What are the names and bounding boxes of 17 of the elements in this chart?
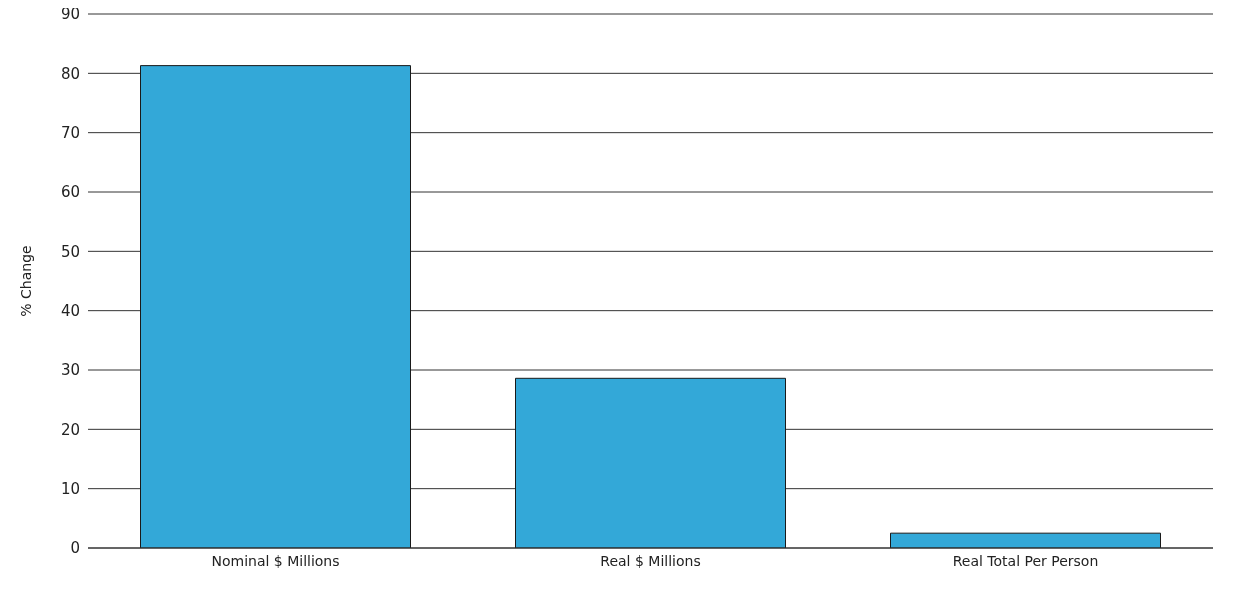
y-tick-label: 20: [60, 420, 80, 439]
y-tick-label: 70: [60, 123, 80, 142]
x-tick-label: Real Total Per Person: [952, 552, 1099, 569]
y-tick-label: 10: [60, 479, 80, 498]
y-tick-label: 60: [60, 183, 80, 202]
bar: [890, 532, 1161, 548]
y-tick-label: 80: [60, 64, 80, 83]
y-axis-title: % Change: [17, 245, 34, 317]
x-tick-label: Nominal $ Millions: [211, 552, 340, 569]
y-tick-label: 50: [60, 242, 80, 261]
bar: [515, 377, 786, 548]
y-tick-label: 90: [60, 5, 80, 24]
y-tick-label: 40: [60, 301, 80, 320]
y-tick-label: 0: [70, 539, 80, 558]
y-tick-label: 30: [60, 361, 80, 380]
bar: [140, 65, 411, 548]
x-tick-label: Real $ Millions: [600, 552, 701, 569]
